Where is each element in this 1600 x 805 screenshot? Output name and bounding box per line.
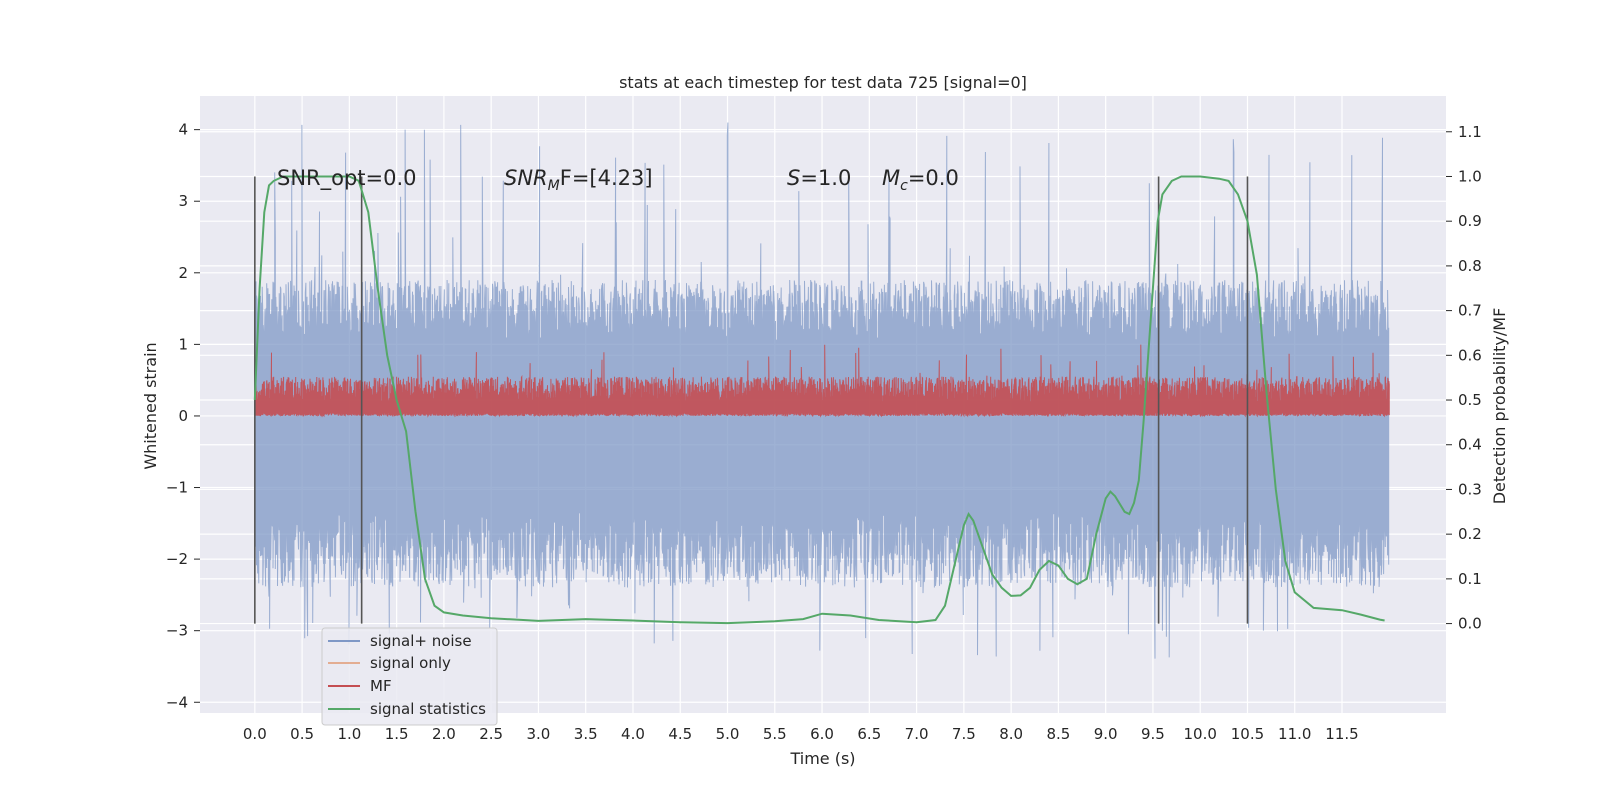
y-right-tick-label: 1.0 (1458, 167, 1482, 185)
annotation-snr-mf: SNRMF=[4.23] (504, 166, 653, 194)
x-tick-label: 9.0 (1094, 725, 1118, 743)
y-right-tick-label: 1.1 (1458, 123, 1482, 141)
legend-box (321, 627, 498, 726)
x-tick-label: 10.0 (1184, 725, 1217, 743)
x-tick-label: 9.5 (1141, 725, 1165, 743)
y-left-tick-label: −4 (166, 693, 188, 711)
x-tick-label: 5.5 (763, 725, 787, 743)
x-tick-label: 11.5 (1325, 725, 1358, 743)
annotation-snr-opt: SNR_opt=0.0 (277, 166, 417, 191)
snr-mf-suffix: F=[4.23] (560, 166, 653, 190)
legend: signal+ noise signal only MF signal stat… (321, 627, 498, 726)
y-right-tick-label: 0.6 (1458, 346, 1482, 364)
x-tick-label: 11.0 (1278, 725, 1311, 743)
s-value: =1.0 (800, 166, 851, 190)
y-left-tick-label: −2 (166, 550, 188, 568)
x-tick-label: 3.5 (574, 725, 598, 743)
y-right-tick-label: 0.8 (1458, 257, 1482, 275)
x-tick-label: 8.0 (999, 725, 1023, 743)
x-tick-label: 0.0 (243, 725, 267, 743)
y-right-tick-label: 0.0 (1458, 615, 1482, 633)
x-tick-label: 4.0 (621, 725, 645, 743)
y-left-axis-ticks: −4 −3 −2 −1 0 1 2 3 4 (166, 121, 200, 711)
y-left-tick-label: 0 (178, 407, 188, 425)
y-left-tick-label: 2 (178, 264, 188, 282)
mc-value: =0.0 (908, 166, 959, 190)
annotation-mc: Mc=0.0 (882, 166, 959, 194)
annotation-s: S=1.0 (787, 166, 851, 190)
x-tick-label: 6.5 (857, 725, 881, 743)
x-tick-label: 5.0 (716, 725, 740, 743)
x-tick-label: 1.0 (337, 725, 361, 743)
y-right-axis-label: Detection probability/MF (1490, 308, 1509, 505)
chart-title: stats at each timestep for test data 725… (619, 73, 1027, 92)
legend-label-signal-noise: signal+ noise (370, 632, 472, 650)
legend-label-signal-statistics: signal statistics (370, 700, 486, 718)
y-left-tick-label: −1 (166, 479, 188, 497)
x-tick-label: 8.5 (1046, 725, 1070, 743)
x-tick-label: 2.5 (479, 725, 503, 743)
x-tick-label: 2.0 (432, 725, 456, 743)
s-variable: S (787, 166, 800, 190)
y-right-axis-ticks: 0.0 0.1 0.2 0.3 0.4 0.5 0.6 0.7 0.8 0.9 1.0 1.1 (1446, 123, 1482, 633)
signal-statistics-line (253, 175, 1385, 625)
mc-subscript: c (900, 178, 908, 194)
mf-line (254, 344, 1390, 418)
signal-statistics-series (253, 175, 1385, 625)
y-left-tick-label: −3 (166, 622, 188, 640)
x-tick-label: 0.5 (290, 725, 314, 743)
y-right-tick-label: 0.7 (1458, 302, 1482, 320)
y-right-tick-label: 0.1 (1458, 570, 1482, 588)
x-axis-label: Time (s) (789, 749, 855, 768)
y-right-tick-label: 0.3 (1458, 480, 1482, 498)
x-tick-label: 6.0 (810, 725, 834, 743)
legend-label-mf: MF (370, 677, 392, 695)
vertical-markers (254, 176, 1249, 624)
x-tick-label: 1.5 (385, 725, 409, 743)
mf-series (254, 344, 1390, 418)
y-left-axis-label: Whitened strain (141, 342, 160, 469)
x-tick-label: 7.0 (905, 725, 929, 743)
x-tick-label: 7.5 (952, 725, 976, 743)
y-right-tick-label: 0.5 (1458, 391, 1482, 409)
mc-variable: M (882, 166, 900, 190)
legend-label-signal-only: signal only (370, 654, 451, 672)
x-tick-label: 10.5 (1231, 725, 1264, 743)
x-axis-ticks: 0.0 0.5 1.0 1.5 2.0 2.5 3.0 3.5 4.0 4.5 5.0 5.5 6.0 6… (243, 725, 1359, 743)
x-tick-label: 3.0 (527, 725, 551, 743)
x-tick-label: 4.5 (668, 725, 692, 743)
y-right-tick-label: 0.2 (1458, 525, 1482, 543)
y-right-tick-label: 0.9 (1458, 212, 1482, 230)
snr-mf-subscript: M (548, 178, 560, 194)
y-right-tick-label: 0.4 (1458, 436, 1482, 454)
snr-mf-prefix: SNR (504, 166, 548, 190)
y-left-tick-label: 3 (178, 192, 188, 210)
y-left-tick-label: 4 (178, 121, 188, 139)
y-left-tick-label: 1 (178, 335, 188, 353)
